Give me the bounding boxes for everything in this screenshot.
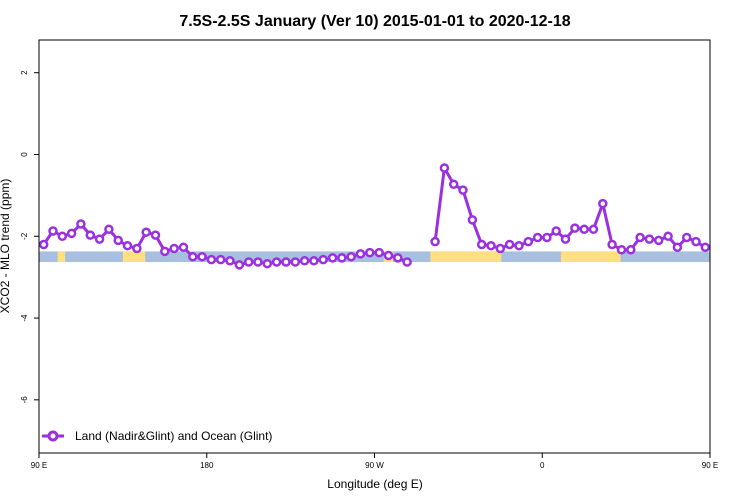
data-point	[39, 239, 49, 250]
data-point	[337, 253, 347, 263]
data-point	[271, 257, 282, 267]
data-point	[365, 247, 375, 258]
x-tick-label: 90 W	[365, 461, 384, 470]
data-point	[122, 240, 133, 251]
x-axis: 90 E 180 90 W 0 90 E	[31, 453, 718, 470]
data-point	[327, 253, 338, 263]
data-point	[588, 224, 599, 235]
series-layer	[39, 163, 710, 270]
x-tick-label: 90 E	[702, 461, 718, 470]
data-point	[48, 226, 58, 236]
y-tick-label: -6	[20, 396, 29, 404]
data-point	[579, 224, 589, 235]
data-point	[309, 256, 319, 266]
data-point	[626, 245, 636, 255]
data-point	[197, 251, 207, 262]
data-point	[281, 257, 291, 267]
data-point	[355, 249, 366, 259]
data-point	[532, 232, 543, 243]
data-point	[653, 235, 664, 246]
data-point	[160, 246, 170, 257]
data-point	[206, 254, 217, 265]
data-point	[598, 198, 608, 209]
data-point	[448, 179, 459, 190]
land-band-segment	[122, 251, 146, 263]
data-point	[318, 254, 328, 265]
data-point	[504, 239, 515, 250]
legend-marker	[47, 430, 59, 442]
data-point	[132, 243, 142, 254]
data-point	[188, 251, 198, 262]
data-point	[635, 232, 645, 243]
data-point	[169, 243, 179, 254]
y-tick-label: -4	[20, 314, 29, 322]
data-point	[691, 236, 701, 247]
data-point	[76, 219, 86, 229]
data-point	[551, 226, 561, 236]
y-tick-label: 2	[20, 70, 29, 75]
data-point	[150, 230, 161, 240]
data-point	[476, 239, 487, 250]
data-point	[234, 260, 245, 270]
data-point	[616, 245, 627, 255]
data-point	[542, 232, 552, 243]
data-point	[374, 247, 384, 258]
data-point	[607, 239, 617, 250]
data-point	[681, 232, 692, 243]
data-point	[104, 224, 114, 235]
data-point	[178, 242, 189, 253]
land-band-segment	[560, 251, 621, 263]
data-point	[467, 215, 478, 225]
data-point	[113, 235, 123, 246]
y-tick-label: 0	[20, 152, 29, 157]
data-point	[514, 240, 524, 251]
y-axis-label: XCO2 - MLO trend (ppm)	[0, 179, 12, 314]
data-point	[439, 163, 450, 173]
y-axis: 2 0 -2 -4 -6	[20, 70, 39, 403]
data-point	[700, 242, 710, 253]
data-point	[523, 236, 534, 247]
data-point	[243, 257, 254, 267]
data-point	[672, 242, 683, 253]
ocean-band	[39, 251, 710, 263]
data-point	[486, 240, 496, 251]
data-point	[225, 256, 235, 266]
data-point	[430, 236, 440, 247]
x-tick-label: 90 E	[31, 461, 47, 470]
chart-title: 7.5S-2.5S January (Ver 10) 2015-01-01 to…	[179, 13, 570, 30]
x-axis-label: Longitude (deg E)	[327, 477, 422, 491]
data-point	[299, 256, 310, 266]
x-tick-label: 0	[540, 461, 545, 470]
data-point	[262, 258, 273, 269]
data-point	[495, 243, 506, 254]
data-point	[66, 228, 77, 239]
data-point	[57, 231, 68, 242]
legend-entry: Land (Nadir&Glint) and Ocean (Glint)	[75, 429, 272, 443]
y-tick-label: -2	[20, 232, 29, 240]
legend: Land (Nadir&Glint) and Ocean (Glint)	[42, 429, 272, 443]
data-point	[458, 185, 468, 195]
data-point	[560, 234, 571, 244]
data-point	[402, 257, 412, 267]
data-point	[383, 250, 394, 261]
land-band-segment	[57, 251, 66, 263]
land-band-segment	[430, 251, 502, 263]
data-point	[215, 254, 226, 265]
data-point	[644, 234, 655, 244]
data-point	[663, 231, 673, 242]
x-tick-label: 180	[200, 461, 214, 470]
data-point	[346, 251, 356, 262]
data-point	[393, 253, 403, 263]
data-point	[94, 234, 105, 244]
data-point	[253, 257, 263, 267]
data-point	[141, 227, 151, 237]
data-point	[570, 223, 580, 233]
data-point	[85, 230, 96, 240]
data-point	[290, 257, 301, 267]
